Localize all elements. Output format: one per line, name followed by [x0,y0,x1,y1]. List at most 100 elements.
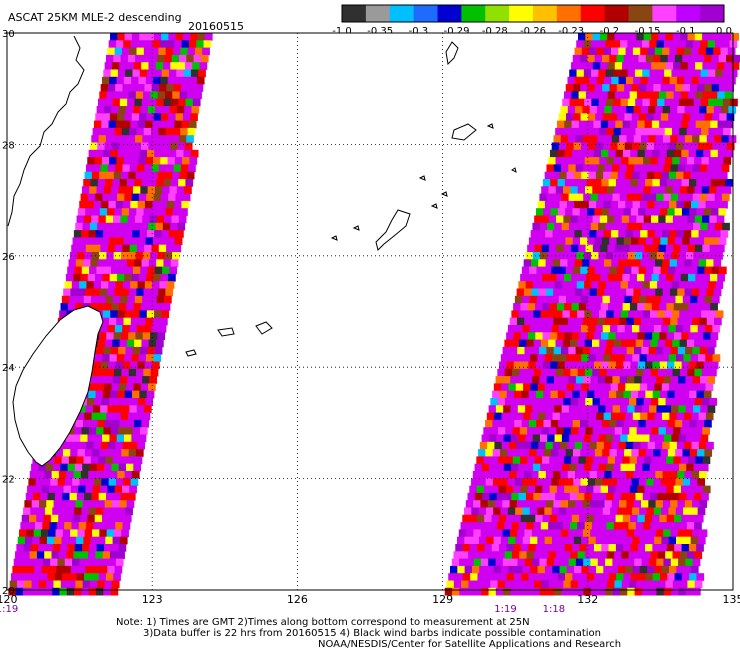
wind-cell [28,478,37,486]
wind-cell [640,412,648,421]
wind-cell [98,412,107,421]
wind-cell [722,222,730,231]
wind-cell [541,368,549,377]
wind-cell [704,325,713,333]
wind-cell [654,565,663,574]
yonaguni-coastline [185,349,197,357]
wind-cell [134,259,142,267]
wind-cell [690,507,699,516]
wind-cell [150,332,158,340]
wind-cell [596,106,605,114]
wind-cell [534,215,542,224]
wind-cell [97,259,106,267]
wind-cell [599,368,608,377]
wind-cell [501,383,509,392]
wind-cell [689,449,698,457]
wind-cell [687,186,695,194]
wind-cell [559,565,568,574]
wind-cell [709,398,718,406]
wind-cell [686,463,694,472]
wind-cell [145,317,154,326]
wind-cell [105,573,114,581]
wind-cell [715,310,724,319]
wind-cell [504,398,513,406]
wind-cell [93,441,102,450]
wind-cell [143,288,152,297]
wind-cell [154,149,162,158]
wind-cell [486,536,494,545]
wind-cell [619,164,628,173]
wind-cell [708,127,717,136]
wind-cell [121,288,130,297]
wind-cell [75,419,84,428]
wind-cell [539,587,548,596]
wind-cell [653,237,661,246]
wind-cell [556,120,565,129]
wind-cell [586,361,595,370]
wind-cell [191,106,200,114]
wind-cell [99,565,108,574]
wind-cell [702,120,711,129]
wind-cell [144,361,153,370]
wind-cell [656,587,665,596]
wind-cell [504,580,513,589]
wind-cell [132,427,141,435]
wind-cell [20,558,29,567]
wind-cell [715,281,724,289]
wind-cell [116,478,124,486]
wind-cell [588,142,596,151]
wind-cell [641,164,650,173]
wind-cell [638,208,646,216]
wind-cell [80,551,89,559]
wind-cell [640,259,649,267]
wind-cell [659,573,668,581]
wind-cell [485,419,493,428]
wind-cell [132,230,140,238]
wind-cell [126,383,134,392]
wind-cell [165,127,174,136]
wind-cell [513,544,522,552]
wind-cell [111,106,119,114]
wind-cell [604,317,613,326]
wind-cell [544,200,553,209]
wind-cell [650,398,659,406]
wind-cell [93,244,101,253]
wind-cell [84,171,93,180]
wind-cell [569,310,578,319]
wind-cell [675,266,683,275]
wind-cell [653,54,661,63]
wind-cell [47,573,56,581]
wind-cell [598,222,606,231]
wind-cell [675,478,684,486]
wind-cell [537,507,545,516]
wind-cell [548,551,557,559]
wind-cell [164,295,172,304]
wind-cell [502,471,510,479]
wind-cell [669,106,678,114]
wind-cell [140,346,148,355]
wind-cell [608,149,617,158]
wind-cell [31,580,40,589]
wind-cell [704,266,713,275]
wind-cell [693,434,701,443]
wind-cell [639,200,648,209]
wind-cell [93,281,102,289]
wind-cell [107,522,116,530]
wind-cell [514,478,523,486]
wind-cell [131,354,140,362]
wind-cell [194,47,203,56]
wind-cell [471,478,479,486]
wind-cell [470,573,478,581]
wind-cell [720,200,728,209]
wind-cell [580,478,589,486]
wind-cell [87,514,96,523]
wind-cell [532,405,541,413]
wind-cell [602,84,610,92]
wind-cell [603,536,611,545]
wind-cell [586,120,594,129]
wind-cell [524,376,533,384]
wind-cell [605,376,613,384]
wind-cell [64,281,73,289]
wind-cell [129,325,138,333]
wind-cell [170,259,179,267]
